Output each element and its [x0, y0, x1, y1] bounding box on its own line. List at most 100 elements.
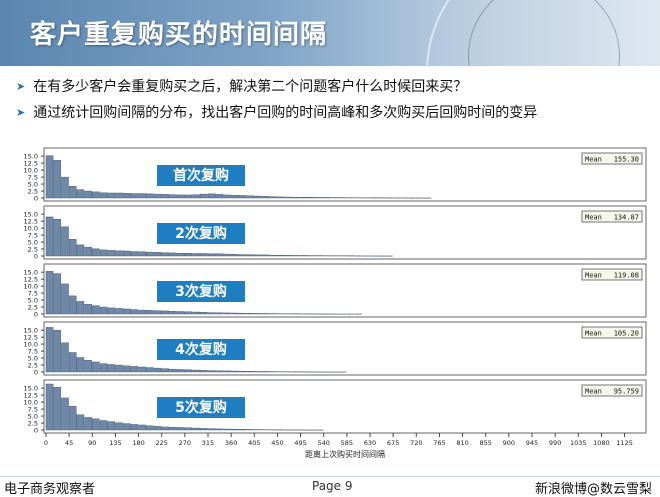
- histogram-bar: [146, 194, 153, 198]
- histogram-bar: [123, 309, 130, 314]
- histogram-bar: [162, 194, 169, 198]
- mean-label: Mean: [585, 388, 602, 396]
- histogram-bar: [46, 327, 53, 372]
- panel-label: 5次复购: [175, 399, 227, 416]
- y-tick-label: 10.0: [24, 167, 38, 175]
- histogram-bar: [223, 371, 230, 372]
- histogram-bar: [46, 384, 53, 430]
- histogram-bar: [216, 429, 223, 430]
- histogram-bar: [115, 308, 122, 314]
- y-tick-label: 15.0: [24, 327, 38, 335]
- panel-label: 4次复购: [175, 341, 227, 358]
- arrow-bullet-icon: ➤: [16, 80, 25, 93]
- mean-value: 119.08: [614, 272, 639, 280]
- histogram-bar: [262, 313, 269, 314]
- histogram-bar: [85, 304, 92, 314]
- histogram-bar: [69, 296, 76, 314]
- mean-label: Mean: [585, 156, 602, 164]
- histogram-bar: [185, 253, 192, 256]
- histogram-bar: [123, 366, 130, 372]
- panel-frame: [44, 206, 646, 259]
- histogram-bar: [200, 428, 207, 430]
- histogram-bar: [200, 253, 207, 256]
- bullet-item: ➤ 通过统计回购间隔的分布，找出客户回购的时间高峰和多次购买后回购时间的变异: [16, 102, 537, 122]
- x-tick-label: 495: [294, 439, 306, 447]
- x-tick-label: 855: [480, 439, 492, 447]
- footer-divider: [0, 476, 660, 477]
- histogram-bar: [154, 252, 161, 256]
- histogram-bar: [131, 194, 138, 198]
- histogram-bar: [154, 194, 161, 198]
- histogram-bar: [46, 271, 53, 314]
- histogram-bar: [223, 429, 230, 430]
- y-tick-label: 2.5: [28, 362, 38, 370]
- histogram-bar: [216, 194, 223, 198]
- histogram-bar: [208, 254, 215, 256]
- histogram-bar: [208, 313, 215, 314]
- histogram-bar: [231, 254, 238, 256]
- y-tick-label: 7.5: [28, 348, 38, 356]
- histogram-bar: [169, 369, 176, 372]
- histogram-bar: [247, 313, 254, 314]
- bullet-item: ➤ 在有多少客户会重复购买之后，解决第二个问题客户什么时候回来买？: [16, 76, 467, 96]
- footer-weibo: 新浪微博@数云雪梨: [535, 478, 652, 497]
- y-tick-label: 15.0: [24, 269, 38, 277]
- histogram-bar: [123, 251, 130, 256]
- histogram-bar: [61, 398, 68, 430]
- x-tick-label: 1035: [570, 439, 587, 447]
- histogram-bar: [277, 255, 284, 256]
- histogram-bar: [177, 369, 184, 372]
- histogram-bar: [108, 250, 115, 256]
- bullet-text: 通过统计回购间隔的分布，找出客户回购的时间高峰和多次购买后回购时间的变异: [33, 102, 537, 122]
- mean-value: 95.759: [614, 388, 639, 396]
- y-tick-label: 15.0: [24, 211, 38, 219]
- histogram-bar: [308, 197, 315, 198]
- mean-label: Mean: [585, 330, 602, 338]
- y-tick-label: 10.0: [24, 225, 38, 233]
- histogram-bar: [254, 255, 261, 256]
- histogram-bar: [185, 195, 192, 198]
- histogram-bar: [270, 197, 277, 198]
- y-tick-label: 10.0: [24, 283, 38, 291]
- histogram-bar: [154, 368, 161, 372]
- y-tick-label: 2.5: [28, 246, 38, 254]
- histogram-bar: [208, 371, 215, 372]
- histogram-bar: [115, 251, 122, 256]
- histogram-bar: [208, 194, 215, 198]
- y-tick-label: 12.5: [24, 218, 38, 226]
- histogram-bar: [301, 255, 308, 256]
- histogram-bar: [69, 406, 76, 430]
- histogram-bar: [185, 428, 192, 430]
- histogram-bar: [146, 252, 153, 256]
- x-tick-label: 315: [202, 439, 214, 447]
- x-tick-label: 810: [456, 439, 468, 447]
- histogram-bar: [162, 253, 169, 256]
- footer-author: 电子商务观察者: [4, 478, 95, 497]
- histogram-bar: [85, 191, 92, 198]
- histogram-bar: [108, 308, 115, 314]
- histogram-bar: [262, 196, 269, 198]
- histogram-bar: [285, 197, 292, 198]
- y-tick-label: 5.0: [28, 355, 38, 363]
- y-tick-label: 12.5: [24, 160, 38, 168]
- histogram-bar: [193, 195, 200, 198]
- histogram-bar: [223, 313, 230, 314]
- histogram-bar: [61, 343, 68, 372]
- x-tick-label: 720: [410, 439, 422, 447]
- y-tick-label: 7.5: [28, 290, 38, 298]
- histogram-bar: [54, 274, 61, 314]
- histogram-bar: [85, 360, 92, 372]
- histogram-bar: [254, 313, 261, 314]
- x-tick-label: 360: [225, 439, 237, 447]
- histogram-bar: [61, 177, 68, 198]
- histogram-bar: [115, 423, 122, 430]
- histogram-bar: [77, 415, 84, 430]
- histogram-bar: [85, 247, 92, 256]
- y-tick-label: 7.5: [28, 406, 38, 414]
- y-tick-label: 12.5: [24, 334, 38, 342]
- panel-label: 首次复购: [173, 167, 229, 184]
- histogram-bar: [108, 422, 115, 430]
- histogram-bar: [316, 197, 323, 198]
